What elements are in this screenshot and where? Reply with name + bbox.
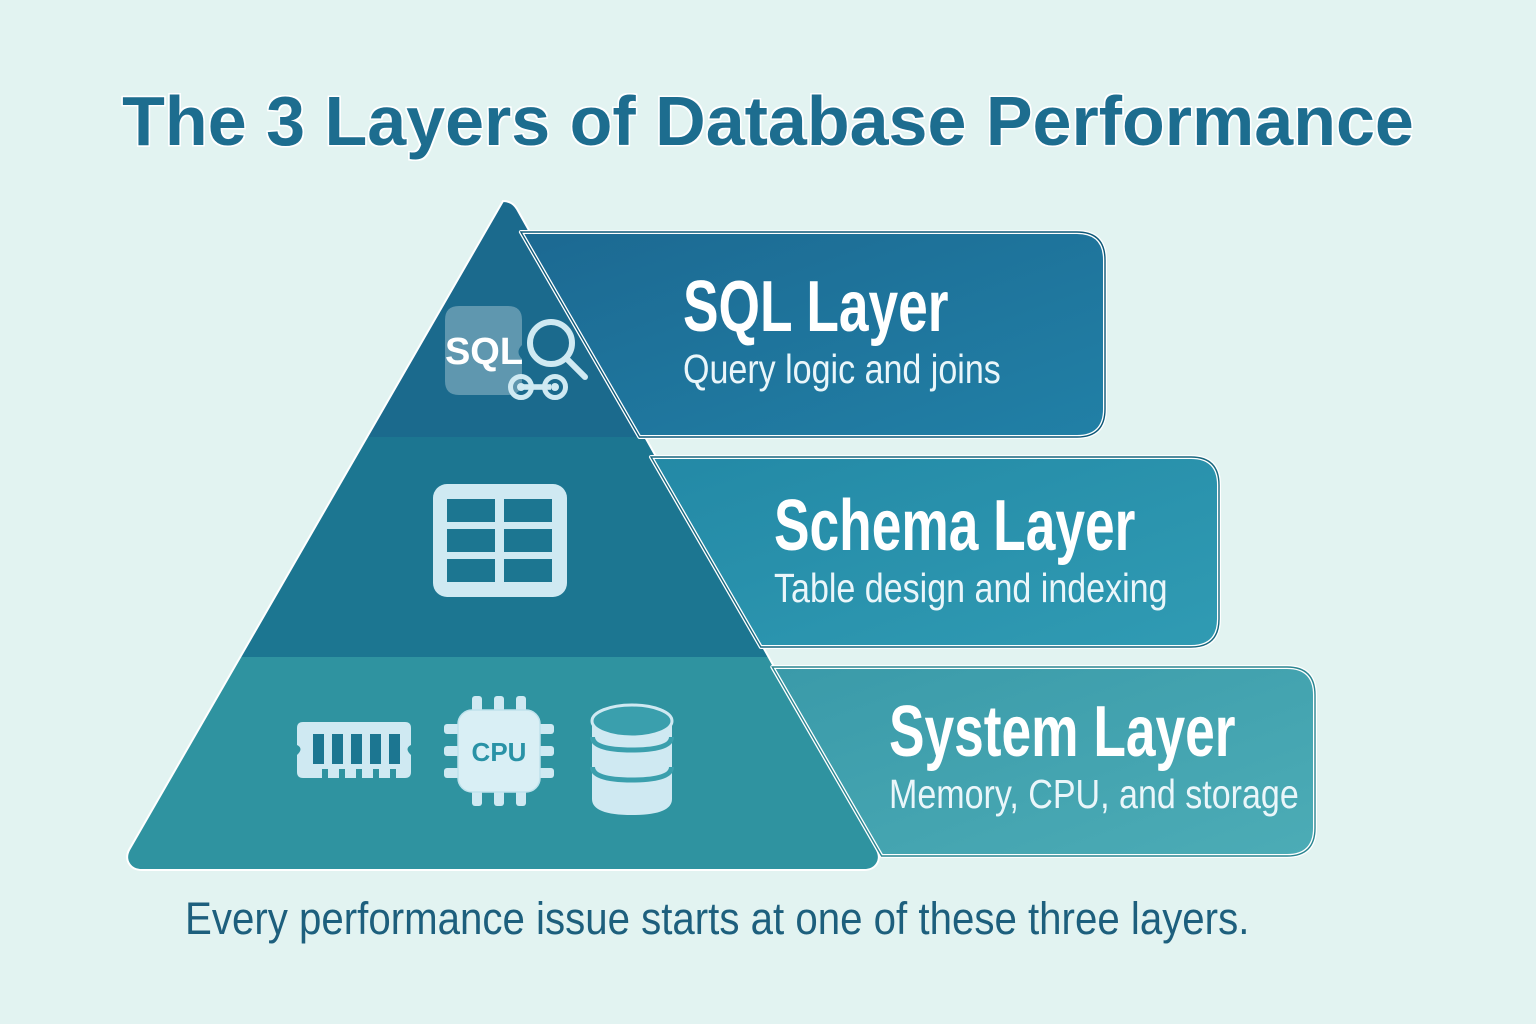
svg-text:SQL: SQL — [445, 331, 523, 373]
svg-text:CPU: CPU — [472, 737, 527, 767]
